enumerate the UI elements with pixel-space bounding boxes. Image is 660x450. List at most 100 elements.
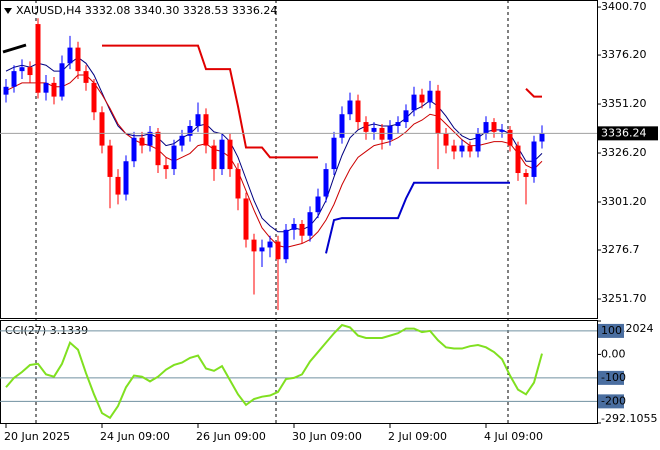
candle-body: [171, 145, 177, 170]
candle-body: [115, 176, 121, 195]
candle-body: [179, 135, 185, 146]
y-tick-label: 100: [601, 324, 622, 337]
candle-body: [67, 47, 73, 64]
candle-body: [467, 145, 473, 152]
period-separators: [35, 0, 509, 423]
candle-body: [427, 90, 433, 103]
candle-body: [43, 82, 49, 93]
header: XAUUSD,H4 3332.08 3340.30 3328.53 3336.2…: [16, 4, 277, 17]
candle-body: [315, 196, 321, 213]
y-tick-label: -100: [601, 371, 626, 384]
candle-body: [195, 114, 201, 126]
candle-body: [323, 169, 329, 197]
candle-body: [163, 165, 169, 170]
candle-body: [507, 129, 513, 146]
y-tick-label: -200: [601, 394, 626, 407]
x-tick-label: 24 Jun 09:00: [100, 430, 170, 443]
candle-body: [59, 63, 65, 97]
candle-body: [147, 131, 153, 146]
level-box: [598, 323, 624, 338]
candle-body: [267, 241, 273, 248]
candle-body: [363, 122, 369, 132]
close-label: 3336.24: [232, 4, 278, 17]
candle-body: [291, 223, 297, 230]
candle-body: [515, 145, 521, 174]
candle-body: [35, 24, 41, 93]
candle-body: [91, 82, 97, 113]
candle-body: [451, 145, 457, 152]
x-tick-label: 4 Jul 09:00: [484, 430, 543, 443]
main-panel-border: [0, 0, 598, 319]
x-tick-label: 2 Jul 09:00: [388, 430, 447, 443]
candle-body: [499, 129, 505, 132]
candle-body: [27, 67, 33, 76]
y-tick-label: 3400.70: [601, 0, 647, 13]
candle-body: [275, 241, 281, 260]
open-label: 3332.08: [85, 4, 131, 17]
line: [5, 56, 543, 233]
candle-body: [523, 173, 529, 177]
y-tick-label: 3351.20: [601, 97, 647, 110]
candle-body: [155, 131, 161, 166]
level-box: [598, 394, 624, 409]
y-tick-label: 3376.20: [601, 48, 647, 61]
candle-body: [371, 127, 377, 132]
candle-body: [203, 114, 209, 146]
candle-body: [219, 139, 225, 170]
candle-body: [339, 114, 345, 138]
x-tick-label: 30 Jun 09:00: [292, 430, 362, 443]
current-price-label: 3336.24: [601, 126, 647, 139]
candle-body: [539, 133, 545, 142]
candle-body: [211, 145, 217, 170]
candle-body: [355, 100, 361, 123]
candle-body: [395, 122, 401, 126]
candle-body: [531, 141, 537, 177]
candle-body: [299, 223, 305, 236]
candle-body: [307, 212, 313, 236]
candle-body: [331, 137, 337, 170]
candle-body: [131, 137, 137, 162]
symbol-arrow: [4, 8, 12, 14]
level-box: [598, 370, 624, 385]
candle-body: [235, 169, 241, 199]
candle-body: [491, 122, 497, 132]
y-tick-label: 0.00: [601, 347, 626, 360]
y-tick-label: 3326.20: [601, 146, 647, 159]
line: [102, 44, 542, 159]
cci-panel-border: [0, 320, 598, 424]
candle-body: [475, 133, 481, 152]
candle-body: [435, 90, 441, 134]
candle-body: [443, 133, 449, 146]
symbol: XAUUSD,H4: [16, 4, 81, 17]
low-label: 3328.53: [183, 4, 229, 17]
y-tick-label: 3301.20: [601, 195, 647, 208]
x-tick-label: 26 Jun 09:00: [196, 430, 266, 443]
candle-body: [259, 247, 265, 252]
y-tick-label: 3251.70: [601, 292, 647, 305]
candle-body: [387, 125, 393, 140]
y-tick-label: 3276.7: [601, 243, 640, 256]
candle-body: [83, 71, 89, 83]
candle-body: [3, 86, 9, 95]
candle-body: [75, 47, 81, 72]
candle-body: [419, 94, 425, 103]
candle-body: [243, 198, 249, 240]
candle-body: [123, 161, 129, 195]
candle-body: [283, 229, 289, 260]
x-tick-label: 20 Jun 2025: [4, 430, 70, 443]
high-label: 3340.30: [134, 4, 180, 17]
candle-body: [403, 110, 409, 123]
y-tick-label: -292.1055: [601, 412, 657, 425]
candle-body: [227, 139, 233, 170]
trendline: [2, 43, 27, 54]
candle-body: [139, 137, 145, 146]
cci-line: [5, 323, 543, 420]
candle-body: [411, 94, 417, 111]
candle-body: [347, 100, 353, 115]
line: [5, 74, 543, 248]
candle-body: [19, 67, 25, 72]
line: [325, 181, 510, 254]
candle-body: [107, 145, 113, 177]
candle-body: [459, 145, 465, 152]
